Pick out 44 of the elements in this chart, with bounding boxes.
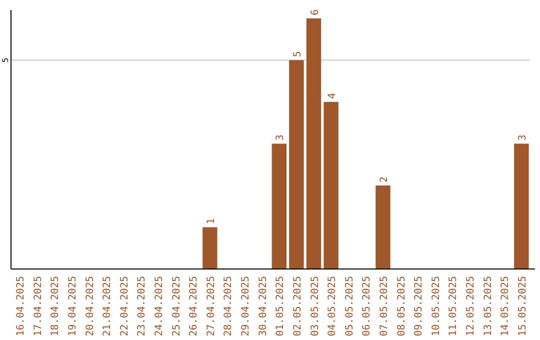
bar [306, 18, 322, 269]
x-tick-label: 08.05.2025 [396, 276, 408, 336]
x-tick-label: 24.04.2025 [154, 276, 166, 336]
x-tick-label: 19.04.2025 [67, 276, 78, 336]
x-tick-label: 26.04.2025 [188, 276, 200, 336]
data-label: 1 [206, 218, 217, 224]
x-tick-label: 14.05.2025 [500, 276, 512, 336]
data-label: 3 [517, 134, 528, 141]
bar [514, 144, 529, 269]
x-tick-label: 16.04.2025 [16, 276, 27, 336]
x-tick-label: 06.05.2025 [362, 276, 373, 336]
x-tick-label: 28.04.2025 [223, 276, 234, 336]
x-tick-label: 13.05.2025 [482, 276, 494, 336]
data-label: 3 [275, 134, 286, 141]
x-tick-label: 07.05.2025 [378, 276, 390, 336]
x-tick-label: 05.05.2025 [344, 276, 356, 336]
x-tick-label: 12.05.2025 [466, 276, 477, 336]
x-tick-label: 09.05.2025 [414, 276, 425, 336]
x-tick-label: 25.04.2025 [171, 276, 182, 336]
x-tick-label: 17.04.2025 [32, 276, 44, 336]
x-tick-label: 30.04.2025 [258, 276, 269, 336]
x-tick-label: 18.04.2025 [50, 276, 62, 336]
x-tick-label: 21.04.2025 [102, 276, 114, 336]
x-tick-label: 03.05.2025 [310, 276, 321, 336]
x-tick-label: 01.05.2025 [275, 276, 286, 336]
bar [376, 185, 390, 269]
bar [202, 227, 218, 269]
x-tick-label: 22.04.2025 [119, 276, 130, 336]
x-tick-label: 23.04.2025 [136, 276, 148, 336]
data-label: 6 [310, 9, 321, 16]
x-tick-label: 11.05.2025 [448, 276, 460, 336]
bar [272, 144, 287, 269]
x-tick-label: 02.05.2025 [292, 276, 304, 336]
data-label: 5 [292, 51, 304, 58]
data-label: 2 [378, 176, 390, 182]
x-tick-label: 20.04.2025 [84, 276, 96, 336]
bar [324, 102, 338, 269]
bar [289, 60, 304, 269]
x-tick-label: 15.05.2025 [517, 276, 528, 336]
x-tick-label: 29.04.2025 [240, 276, 252, 336]
x-tick-label: 04.05.2025 [327, 276, 338, 336]
x-tick-label: 10.05.2025 [430, 276, 442, 336]
x-tick-label: 27.04.2025 [206, 276, 217, 336]
data-label: 4 [327, 92, 338, 99]
